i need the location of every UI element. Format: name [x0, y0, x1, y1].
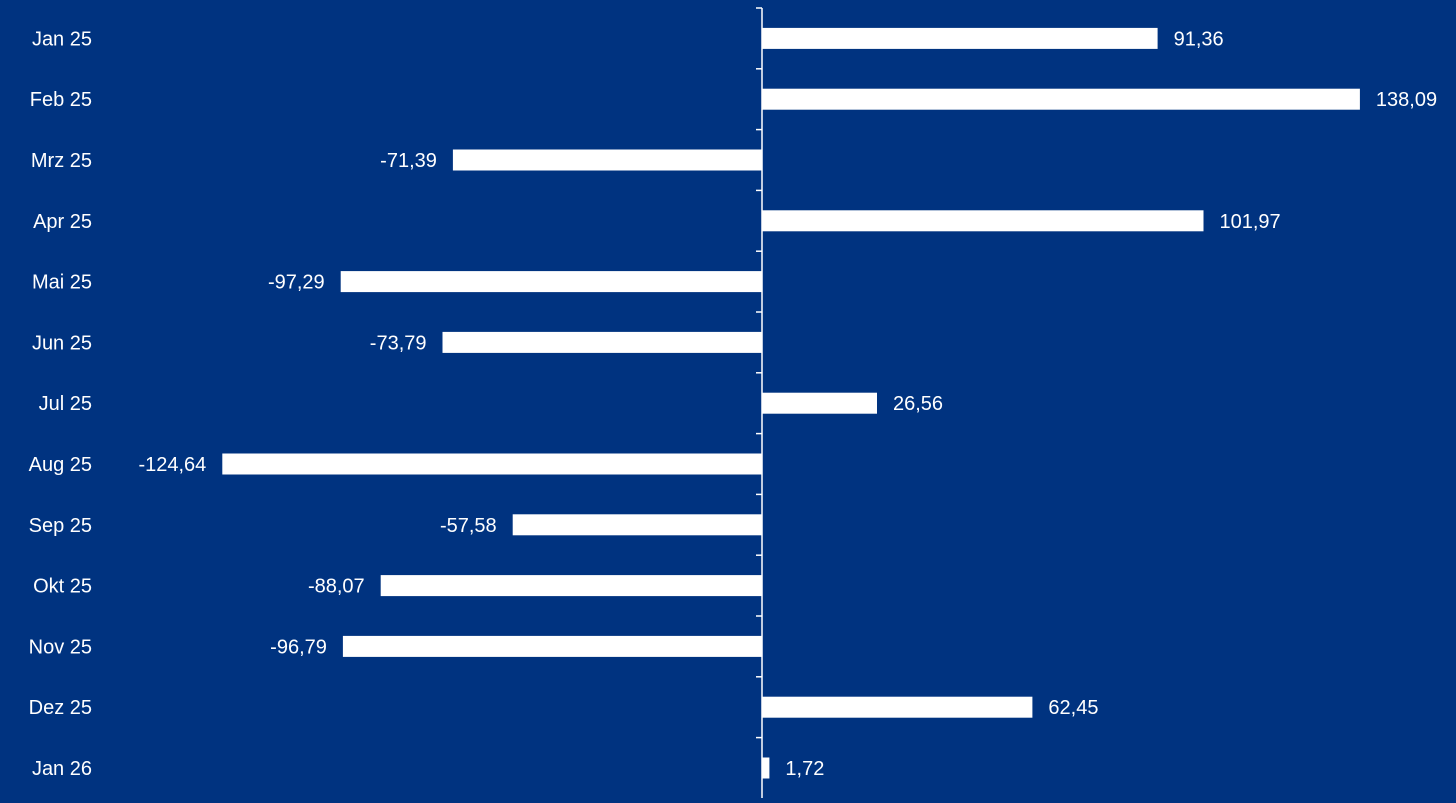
value-label: 101,97	[1220, 211, 1281, 233]
category-label: Mrz 25	[31, 150, 92, 172]
category-label: Mai 25	[32, 272, 92, 294]
bar-aug-25	[222, 453, 763, 475]
category-label: Jun 25	[32, 332, 92, 354]
bar-feb-25	[762, 88, 1360, 110]
bar-jan-26	[762, 757, 770, 779]
axis-layer	[756, 7, 763, 798]
value-label: 26,56	[893, 393, 943, 415]
bar-sep-25	[512, 514, 762, 536]
value-label: -96,79	[270, 636, 327, 658]
category-label: Jan 25	[32, 28, 92, 50]
value-label: -73,79	[370, 332, 427, 354]
value-label: 1,72	[785, 758, 824, 780]
category-label: Nov 25	[29, 636, 92, 658]
bar-mrz-25	[452, 149, 762, 171]
bar-mai-25	[340, 271, 762, 293]
category-label: Aug 25	[29, 454, 92, 476]
bar-okt-25	[380, 575, 762, 597]
category-label: Dez 25	[29, 697, 92, 719]
category-label: Sep 25	[29, 515, 92, 537]
value-label: -97,29	[268, 272, 325, 294]
category-label: Apr 25	[33, 211, 92, 233]
bar-nov-25	[342, 635, 762, 657]
value-label: -71,39	[380, 150, 437, 172]
value-label: -124,64	[138, 454, 206, 476]
category-label: Okt 25	[33, 576, 92, 598]
category-label: Jul 25	[39, 393, 92, 415]
bar-dez-25	[762, 696, 1033, 718]
value-label: 62,45	[1048, 697, 1098, 719]
category-label: Feb 25	[30, 89, 92, 111]
category-label: Jan 26	[32, 758, 92, 780]
bar-apr-25	[762, 210, 1204, 232]
bar-jul-25	[762, 392, 877, 414]
value-label: -57,58	[440, 515, 497, 537]
bar-jan-25	[762, 27, 1158, 49]
bar-jun-25	[442, 331, 762, 353]
value-label: 138,09	[1376, 89, 1437, 111]
value-label: 91,36	[1174, 28, 1224, 50]
value-label: -88,07	[308, 576, 365, 598]
bars-layer	[222, 27, 1360, 779]
labels-layer: Jan 25 91,36 Feb 25 138,09 Mrz 25 -71,39 Apr 2…	[29, 28, 1437, 780]
